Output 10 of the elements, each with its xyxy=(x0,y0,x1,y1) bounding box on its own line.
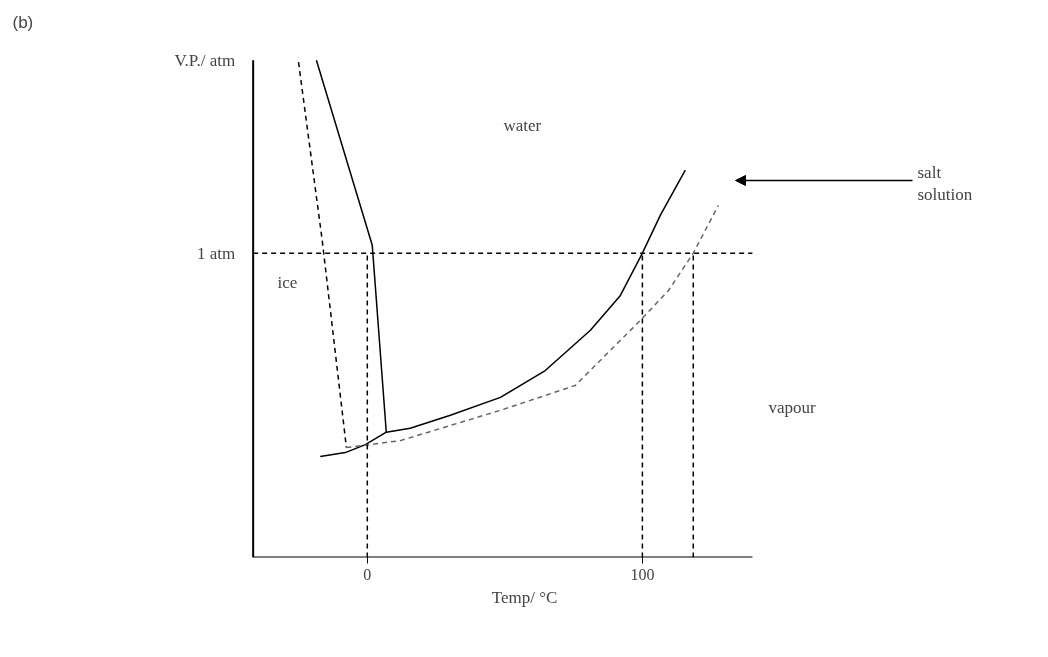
annotation: water xyxy=(503,116,542,135)
x-tick-label: 100 xyxy=(630,565,655,583)
x-axis-title: Temp/ °C xyxy=(491,587,558,607)
y-axis-title: V.P./ atm xyxy=(174,50,236,70)
text: vapour xyxy=(768,398,817,417)
text: (b) xyxy=(12,12,34,32)
text: salt solution xyxy=(917,162,973,205)
ref-line-label: 1 atm xyxy=(196,243,236,263)
x-tick-label: 0 xyxy=(363,565,372,583)
annotation: ice xyxy=(277,273,298,292)
